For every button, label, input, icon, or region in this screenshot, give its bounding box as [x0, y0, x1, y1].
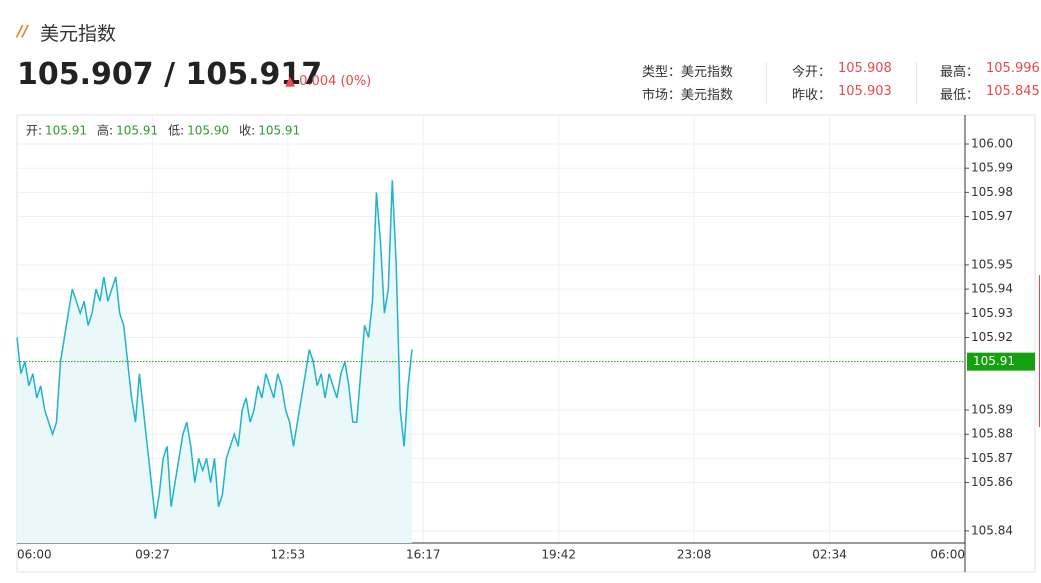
last-price-label: 105.91: [973, 354, 1015, 368]
x-tick-label: 06:00: [930, 548, 965, 562]
y-tick-label: 106.00: [971, 137, 1013, 151]
y-tick-label: 105.99: [971, 161, 1013, 175]
info-value: 美元指数: [681, 88, 734, 103]
x-tick-label: 23:08: [677, 548, 712, 562]
title: 美元指数: [40, 23, 117, 45]
info-label: 今开：: [792, 65, 832, 80]
y-tick-label: 105.84: [971, 523, 1013, 537]
x-tick-label: 06:00: [17, 548, 52, 562]
ohlc-label: 开:: [26, 124, 42, 138]
info-label: 最低：: [940, 88, 980, 103]
ohlc-label: 低:: [168, 124, 184, 138]
info-label: 最高：: [940, 65, 980, 80]
x-tick-label: 02:34: [812, 548, 847, 562]
separator: [916, 62, 917, 104]
last-price-box: [967, 352, 1035, 371]
price-line: [16, 180, 413, 519]
info-value: 105.908: [838, 61, 892, 76]
y-tick-label: 105.92: [971, 330, 1013, 344]
y-tick-label: 105.97: [971, 209, 1013, 223]
info-value: 105.845: [986, 84, 1040, 99]
y-tick-label: 105.95: [971, 257, 1013, 271]
x-tick-label: 09:27: [135, 548, 170, 562]
info-label: 昨收：: [792, 88, 832, 103]
y-tick-label: 105.86: [971, 475, 1013, 489]
ohlc-value: 105.90: [187, 124, 229, 138]
y-tick-label: 105.88: [971, 427, 1013, 441]
info-value: 105.996: [986, 61, 1040, 76]
x-tick-label: 12:53: [271, 548, 306, 562]
price: 105.907 / 105.917: [17, 57, 323, 92]
info-value: 105.903: [838, 84, 892, 99]
x-tick-label: 16:17: [406, 548, 441, 562]
edge-marker: [1039, 275, 1040, 427]
y-tick-label: 105.94: [971, 282, 1013, 296]
change: ▲ 0.004 (0%): [285, 74, 372, 89]
info-value: 美元指数: [681, 65, 734, 80]
x-tick-label: 19:42: [541, 548, 576, 562]
y-tick-label: 105.89: [971, 403, 1013, 417]
info-label: 市场：: [642, 88, 682, 103]
ohlc-label: 高:: [97, 123, 113, 138]
logo-icon: //: [17, 22, 28, 40]
ohlc-value: 105.91: [45, 124, 87, 138]
change-value: 0.004 (0%): [299, 74, 372, 89]
area: [17, 180, 412, 544]
separator: [766, 62, 767, 104]
ohlc-value: 105.91: [258, 124, 300, 138]
ohlc-value: 105.91: [116, 124, 158, 138]
ohlc-label: 收:: [239, 124, 255, 138]
y-tick-label: 105.93: [971, 306, 1013, 320]
y-tick-label: 105.87: [971, 451, 1013, 465]
info-label: 类型：: [642, 65, 682, 80]
y-tick-label: 105.98: [971, 185, 1013, 199]
